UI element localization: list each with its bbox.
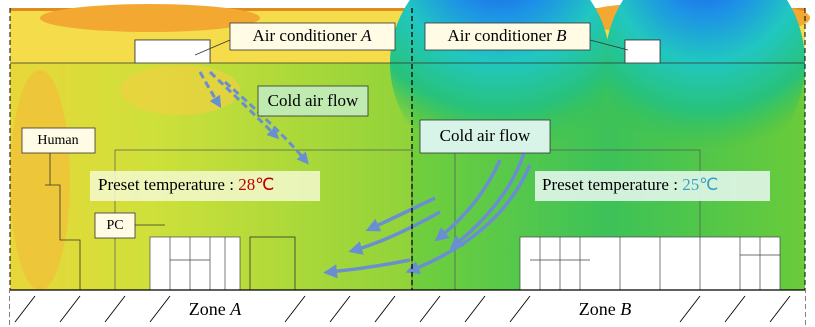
label-ac-b: Air conditioner B (448, 26, 568, 45)
ac-unit (135, 40, 210, 63)
label-text: Preset temperature (542, 175, 669, 194)
label-text: : (229, 175, 234, 194)
label-pc: PC (106, 218, 123, 233)
label-preset-a: Preset temperature : 28℃ (98, 175, 274, 194)
label-letter: A (229, 299, 242, 319)
label-flow-left: Cold air flow (268, 91, 359, 110)
label-value: 25℃ (682, 175, 718, 194)
label-text: Air conditioner (448, 26, 553, 45)
label-zone-a: Zone A (189, 299, 242, 319)
label-letter: B (620, 299, 631, 319)
diagram: Air conditioner A Air conditioner B Cold… (0, 0, 815, 327)
racks-b (520, 237, 780, 290)
label-letter: A (360, 26, 372, 45)
floor (10, 290, 805, 327)
label-text: Zone (579, 299, 616, 319)
warm-zone (120, 65, 240, 115)
label-human: Human (37, 133, 78, 148)
label-text: Preset temperature (98, 175, 225, 194)
racks-a (150, 237, 240, 290)
label-letter: B (556, 26, 567, 45)
label-text: Zone (189, 299, 226, 319)
label-flow-right: Cold air flow (440, 126, 531, 145)
ac-unit (625, 40, 660, 63)
label-text: Air conditioner (253, 26, 358, 45)
label-preset-b: Preset temperature : 25℃ (542, 175, 718, 194)
heat-zone (40, 4, 260, 32)
label-text: : (673, 175, 678, 194)
label-ac-a: Air conditioner A (253, 26, 373, 45)
label-value: 28℃ (238, 175, 274, 194)
label-zone-b: Zone B (579, 299, 631, 319)
warm-zone (10, 70, 70, 290)
